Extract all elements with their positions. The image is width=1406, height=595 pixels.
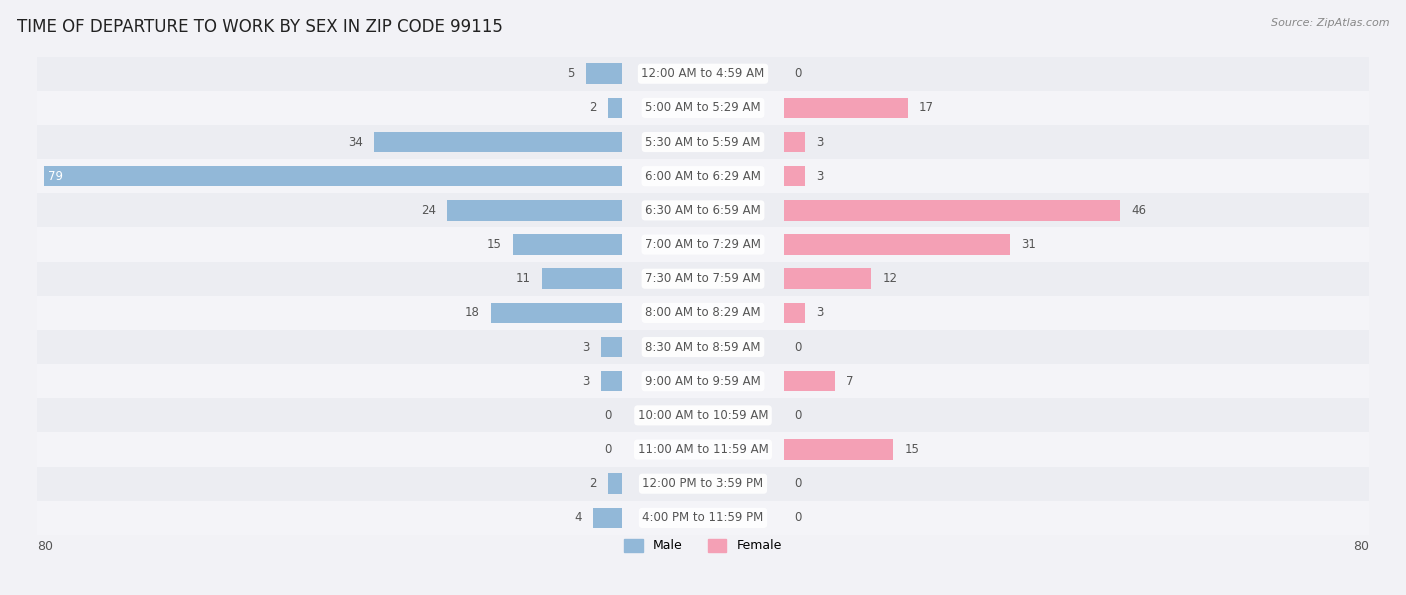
Bar (783, 234, 1011, 255)
Bar (37, 330, 1369, 364)
Bar (37, 125, 1369, 159)
Legend: Male, Female: Male, Female (619, 534, 787, 558)
Text: 5: 5 (568, 67, 575, 80)
Text: 3: 3 (582, 375, 589, 388)
Bar (491, 303, 623, 323)
Bar (783, 132, 806, 152)
Text: 80: 80 (1353, 540, 1369, 553)
Bar (37, 227, 1369, 262)
Text: TIME OF DEPARTURE TO WORK BY SEX IN ZIP CODE 99115: TIME OF DEPARTURE TO WORK BY SEX IN ZIP … (17, 18, 503, 36)
Text: 0: 0 (605, 443, 612, 456)
Text: 12:00 AM to 4:59 AM: 12:00 AM to 4:59 AM (641, 67, 765, 80)
Text: 46: 46 (1132, 204, 1146, 217)
Bar (37, 501, 1369, 535)
Bar (586, 64, 623, 84)
Text: 6:30 AM to 6:59 AM: 6:30 AM to 6:59 AM (645, 204, 761, 217)
Text: 34: 34 (347, 136, 363, 149)
Text: 0: 0 (794, 67, 801, 80)
Bar (37, 193, 1369, 227)
Bar (600, 371, 623, 392)
Bar (37, 466, 1369, 501)
Text: 6:00 AM to 6:29 AM: 6:00 AM to 6:29 AM (645, 170, 761, 183)
Text: 3: 3 (817, 170, 824, 183)
Text: 0: 0 (794, 477, 801, 490)
Bar (541, 268, 623, 289)
Text: 8:00 AM to 8:29 AM: 8:00 AM to 8:29 AM (645, 306, 761, 320)
Bar (783, 200, 1121, 221)
Bar (44, 166, 623, 186)
Bar (37, 262, 1369, 296)
Bar (37, 91, 1369, 125)
Bar (600, 337, 623, 358)
Text: 4: 4 (575, 511, 582, 524)
Text: 80: 80 (37, 540, 53, 553)
Bar (37, 398, 1369, 433)
Text: 3: 3 (582, 340, 589, 353)
Text: 15: 15 (486, 238, 502, 251)
Text: 5:00 AM to 5:29 AM: 5:00 AM to 5:29 AM (645, 101, 761, 114)
Bar (37, 57, 1369, 91)
Text: 3: 3 (817, 136, 824, 149)
Text: 7:30 AM to 7:59 AM: 7:30 AM to 7:59 AM (645, 273, 761, 285)
Bar (783, 439, 893, 460)
Bar (783, 303, 806, 323)
Text: 8:30 AM to 8:59 AM: 8:30 AM to 8:59 AM (645, 340, 761, 353)
Bar (607, 474, 623, 494)
Text: 7: 7 (846, 375, 853, 388)
Text: 12:00 PM to 3:59 PM: 12:00 PM to 3:59 PM (643, 477, 763, 490)
Bar (783, 98, 908, 118)
Text: 15: 15 (904, 443, 920, 456)
Bar (783, 268, 872, 289)
Text: 9:00 AM to 9:59 AM: 9:00 AM to 9:59 AM (645, 375, 761, 388)
Text: 0: 0 (794, 409, 801, 422)
Text: 79: 79 (48, 170, 63, 183)
Text: 10:00 AM to 10:59 AM: 10:00 AM to 10:59 AM (638, 409, 768, 422)
Text: 31: 31 (1021, 238, 1036, 251)
Text: 2: 2 (589, 477, 598, 490)
Text: 11: 11 (516, 273, 531, 285)
Bar (37, 296, 1369, 330)
Bar (783, 371, 835, 392)
Bar (513, 234, 623, 255)
Text: 0: 0 (794, 511, 801, 524)
Text: 17: 17 (920, 101, 934, 114)
Text: 5:30 AM to 5:59 AM: 5:30 AM to 5:59 AM (645, 136, 761, 149)
Text: 2: 2 (589, 101, 598, 114)
Bar (593, 508, 623, 528)
Bar (374, 132, 623, 152)
Text: 11:00 AM to 11:59 AM: 11:00 AM to 11:59 AM (638, 443, 768, 456)
Bar (783, 166, 806, 186)
Bar (37, 364, 1369, 398)
Text: 12: 12 (883, 273, 897, 285)
Text: 0: 0 (605, 409, 612, 422)
Bar (447, 200, 623, 221)
Bar (607, 98, 623, 118)
Text: Source: ZipAtlas.com: Source: ZipAtlas.com (1271, 18, 1389, 28)
Text: 4:00 PM to 11:59 PM: 4:00 PM to 11:59 PM (643, 511, 763, 524)
Text: 24: 24 (420, 204, 436, 217)
Bar (37, 433, 1369, 466)
Text: 0: 0 (794, 340, 801, 353)
Bar (37, 159, 1369, 193)
Text: 3: 3 (817, 306, 824, 320)
Text: 18: 18 (465, 306, 479, 320)
Text: 7:00 AM to 7:29 AM: 7:00 AM to 7:29 AM (645, 238, 761, 251)
